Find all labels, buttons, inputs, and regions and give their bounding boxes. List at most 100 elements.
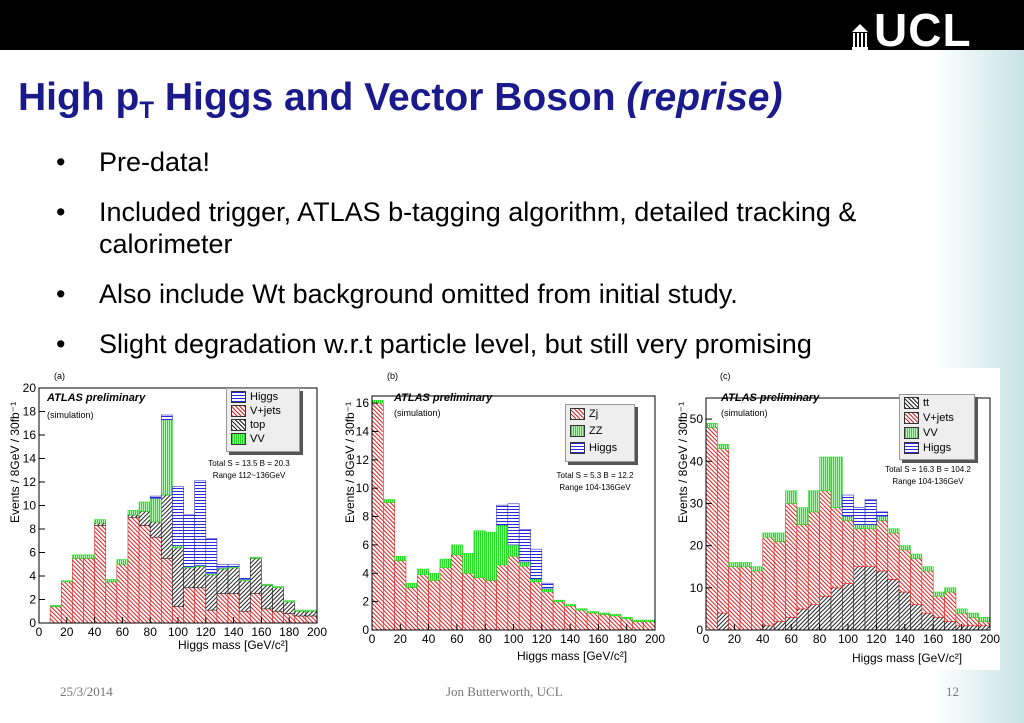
bar-vv: [72, 554, 84, 559]
bar-v-jets: [83, 558, 95, 624]
bar-higgs: [541, 582, 554, 590]
atlas-label: ATLAS preliminary: [721, 392, 820, 404]
bar-higgs: [149, 495, 162, 499]
atlas-label: ATLAS preliminary: [47, 392, 146, 404]
bar-v-jets: [717, 448, 730, 614]
y-tick-label: 30: [690, 496, 704, 510]
bar-vv: [272, 586, 284, 589]
footer-author: Jon Butterworth, UCL: [446, 684, 563, 699]
bar-vv: [807, 490, 820, 513]
legend-item: Zj: [570, 408, 598, 420]
bar-v-jets: [205, 609, 218, 624]
legend-item: V+jets: [904, 412, 954, 424]
legend-item: VV: [231, 433, 265, 445]
bar-v-jets: [853, 528, 866, 568]
bar-zz: [462, 553, 475, 574]
y-tick-label: 10: [690, 581, 704, 595]
bar-zj: [405, 587, 418, 631]
bar-vv: [283, 600, 296, 603]
x-tick-label: 80: [479, 632, 493, 646]
legend-item: VV: [904, 427, 938, 439]
bar-vv: [932, 591, 945, 597]
totals-label: Total S = 5.3 B = 12.2 Range 104-136GeV: [556, 471, 634, 492]
legend-item: Higgs: [570, 442, 617, 454]
bar-v-jets: [819, 490, 832, 597]
y-tick-label: 12: [23, 475, 37, 489]
bar-v-jets: [762, 536, 775, 627]
bar-higgs: [496, 504, 509, 526]
x-tick-label: 100: [838, 632, 858, 646]
bar-zz: [620, 616, 633, 619]
bar-top: [283, 601, 296, 614]
bar-tt: [830, 587, 843, 631]
bar-v-jets: [932, 595, 945, 618]
bar-top: [127, 514, 140, 518]
x-axis-label: Higgs mass [GeV/c²]: [178, 638, 289, 652]
bar-zj: [484, 580, 497, 631]
bar-higgs: [194, 480, 207, 566]
x-tick-label: 80: [813, 632, 827, 646]
bar-v-jets: [944, 591, 957, 622]
y-tick-label: 14: [23, 452, 37, 466]
bar-higgs: [507, 503, 520, 546]
bar-zz: [518, 561, 531, 567]
bar-v-jets: [116, 563, 129, 624]
top-bar: UCL: [0, 0, 1024, 53]
bar-zj: [473, 577, 486, 631]
bar-top: [305, 610, 318, 617]
bar-vv: [83, 554, 95, 559]
plot-c: 0 20 40 60 80 100 120 140 160 180 200 0 10 20 30 40 50 (…: [670, 368, 1000, 670]
x-tick-label: 180: [952, 632, 972, 646]
x-tick-label: 40: [422, 632, 436, 646]
y-axis-label: Events / 8GeV / 30fb⁻¹: [676, 401, 690, 523]
x-tick-label: 200: [307, 625, 327, 639]
bar-tt: [978, 625, 991, 631]
x-tick-label: 60: [785, 632, 799, 646]
legend-item: Higgs: [904, 442, 951, 454]
bar-zj: [496, 564, 509, 631]
bar-v-jets: [751, 570, 764, 631]
bar-tt: [796, 608, 809, 631]
bar-vv: [116, 559, 129, 565]
bar-zj: [552, 601, 565, 631]
x-tick-label: 120: [196, 625, 216, 639]
bar-zj: [394, 560, 407, 631]
title-main: High p: [18, 76, 140, 119]
bar-v-jets: [864, 528, 877, 568]
x-tick-label: 20: [394, 632, 408, 646]
bar-zj: [598, 614, 611, 631]
title-rest: Higgs and Vector Boson: [153, 76, 627, 119]
x-tick-label: 180: [617, 632, 637, 646]
y-tick-label: 16: [23, 428, 37, 442]
totals-label: Total S = 13.5 B = 20.3 Range 112~136GeV: [208, 459, 290, 480]
bar-zj: [609, 615, 622, 631]
bar-vv: [261, 583, 273, 586]
ucl-logo: UCL: [852, 7, 972, 53]
y-tick-label: 6: [362, 538, 369, 552]
simulation-label: (simulation): [47, 410, 94, 420]
bar-zz: [530, 578, 543, 583]
bar-vv: [853, 524, 866, 530]
bar-tt: [762, 625, 775, 631]
simulation-label: (simulation): [721, 408, 768, 418]
bar-v-jets: [887, 532, 900, 580]
bar-v-jets: [921, 570, 934, 614]
bar-vv: [966, 612, 979, 618]
bar-higgs: [842, 494, 854, 517]
bar-top: [238, 580, 251, 612]
bar-v-jets: [72, 558, 84, 624]
histogram-a: 0 20 40 60 80 100 120 140 160 180 200 0 2 4 6 8 10 12 14 16…: [23, 381, 328, 639]
y-tick-label: 50: [690, 412, 704, 426]
bar-zz: [439, 558, 452, 568]
bar-vv: [773, 532, 786, 542]
bar-vv: [138, 501, 151, 512]
bar-higgs: [238, 578, 251, 580]
x-tick-label: 140: [895, 632, 915, 646]
footer-page-number: 12: [946, 684, 959, 699]
bar-v-jets: [773, 541, 786, 622]
bar-zj: [416, 574, 429, 631]
y-tick-label: 14: [356, 424, 370, 438]
bar-zj: [428, 580, 441, 631]
bullet-item: Included trigger, ATLAS b-tagging algori…: [52, 196, 959, 260]
bar-v-jets: [238, 610, 251, 624]
